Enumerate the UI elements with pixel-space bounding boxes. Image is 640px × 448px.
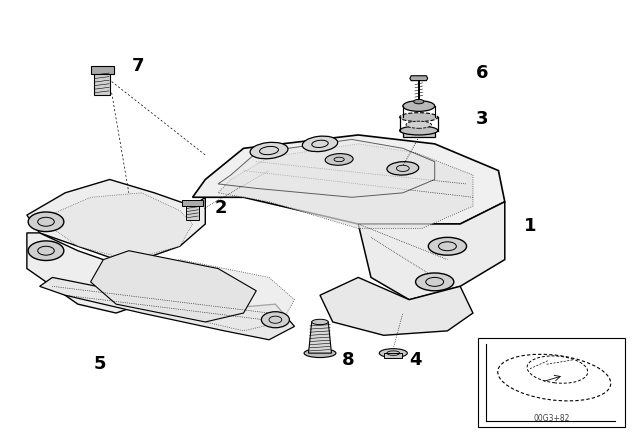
Text: 6: 6	[476, 64, 489, 82]
Polygon shape	[95, 72, 109, 95]
Ellipse shape	[399, 113, 438, 121]
Polygon shape	[182, 200, 203, 206]
Polygon shape	[385, 353, 402, 358]
Polygon shape	[186, 204, 199, 220]
Polygon shape	[320, 277, 473, 335]
Polygon shape	[218, 139, 435, 197]
Bar	[478, 337, 625, 426]
Text: 4: 4	[410, 351, 422, 369]
Ellipse shape	[250, 142, 288, 159]
Ellipse shape	[406, 121, 431, 128]
Ellipse shape	[428, 237, 467, 255]
Polygon shape	[91, 66, 113, 73]
Ellipse shape	[28, 241, 64, 260]
Text: 3: 3	[476, 110, 489, 129]
Polygon shape	[91, 251, 256, 322]
Text: 2: 2	[215, 199, 227, 217]
Polygon shape	[308, 322, 332, 353]
Polygon shape	[403, 130, 435, 137]
Ellipse shape	[387, 162, 419, 175]
Ellipse shape	[261, 312, 289, 328]
Ellipse shape	[312, 319, 328, 325]
Ellipse shape	[413, 99, 424, 104]
Ellipse shape	[302, 136, 338, 151]
Text: 5: 5	[94, 355, 106, 373]
Polygon shape	[27, 180, 205, 264]
Polygon shape	[358, 202, 505, 300]
Polygon shape	[40, 193, 193, 260]
Ellipse shape	[304, 349, 336, 358]
Polygon shape	[410, 76, 428, 81]
Ellipse shape	[399, 126, 438, 135]
Text: 7: 7	[132, 57, 145, 75]
Polygon shape	[218, 144, 473, 228]
Ellipse shape	[403, 101, 435, 112]
Ellipse shape	[325, 154, 353, 165]
Ellipse shape	[28, 212, 64, 232]
Polygon shape	[129, 260, 294, 331]
Text: 00G3+82: 00G3+82	[533, 414, 570, 423]
Polygon shape	[40, 277, 294, 340]
Polygon shape	[27, 233, 154, 313]
Ellipse shape	[415, 273, 454, 291]
Polygon shape	[193, 135, 505, 224]
Ellipse shape	[380, 349, 407, 358]
Text: 8: 8	[342, 351, 355, 369]
Text: 1: 1	[524, 217, 536, 235]
